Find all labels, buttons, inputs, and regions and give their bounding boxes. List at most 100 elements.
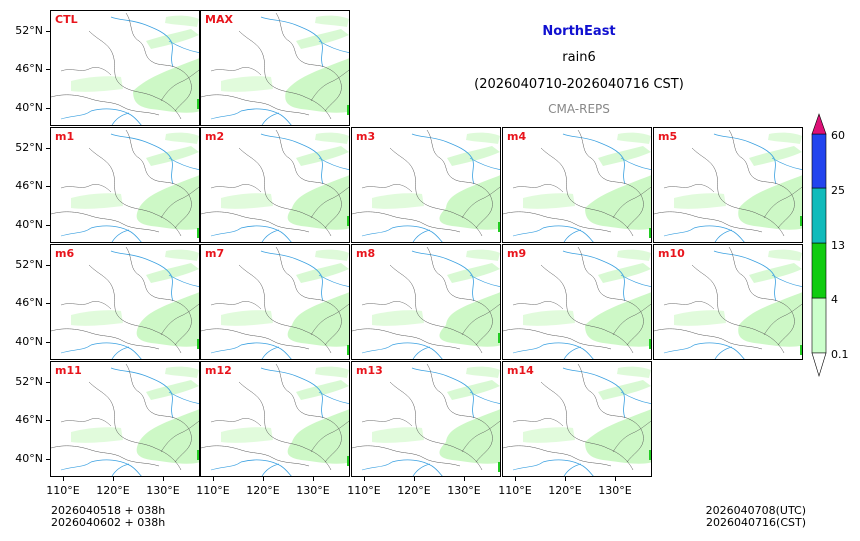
valid-time-cst: 2026040716(CST) [706, 516, 806, 529]
lon-tick [263, 477, 264, 481]
lat-tick [46, 342, 50, 343]
period-title: (2026040710-2026040716 CST) [474, 77, 684, 92]
colorbar-segment-13-25 [811, 187, 827, 244]
lon-tick-label: 130°E [146, 484, 180, 497]
lat-tick [46, 148, 50, 149]
colorbar-label-4: 4 [831, 293, 838, 306]
map-panel-m9: m9 [502, 244, 652, 360]
map-panel-m8: m8 [351, 244, 501, 360]
lat-tick-label: 46°N [15, 413, 43, 426]
lon-tick [313, 477, 314, 481]
panel-label: m10 [658, 247, 685, 260]
lon-tick [515, 477, 516, 481]
lon-tick-label: 130°E [447, 484, 481, 497]
lon-tick [364, 477, 365, 481]
colorbar-label-25: 25 [831, 184, 845, 197]
map-panel-m10: m10 [653, 244, 803, 360]
panel-label: m3 [356, 130, 376, 143]
panel-label: m14 [507, 364, 534, 377]
panel-label: m13 [356, 364, 383, 377]
panel-label: m6 [55, 247, 75, 260]
lon-tick-label: 120°E [548, 484, 582, 497]
lon-tick-label: 120°E [397, 484, 431, 497]
lon-tick-label: 110°E [498, 484, 532, 497]
lat-tick-label: 46°N [15, 62, 43, 75]
lat-tick-label: 40°N [15, 335, 43, 348]
colorbar [811, 113, 827, 378]
panel-label: m4 [507, 130, 527, 143]
lat-tick-label: 52°N [15, 258, 43, 271]
colorbar-max-triangle [811, 113, 827, 135]
lat-tick-label: 52°N [15, 141, 43, 154]
valid-time-block: 2026040708(UTC) 2026040716(CST) [694, 505, 806, 529]
init-time-block: 2026040518 + 038h 2026040602 + 038h [51, 505, 165, 529]
lon-tick-label: 120°E [246, 484, 280, 497]
colorbar-label-13: 13 [831, 239, 845, 252]
init-time-line1: 2026040518 + 038h [51, 504, 166, 517]
model-name: CMA-REPS [548, 102, 610, 116]
lon-tick-label: 110°E [196, 484, 230, 497]
lon-tick [414, 477, 415, 481]
map-panel-m2: m2 [200, 127, 350, 243]
panel-label: m8 [356, 247, 376, 260]
colorbar-segment-25-60 [811, 133, 827, 189]
lat-tick [46, 69, 50, 70]
lat-tick [46, 186, 50, 187]
map-panel-max: MAX [200, 10, 350, 126]
panel-label: m7 [205, 247, 225, 260]
panel-label: m11 [55, 364, 82, 377]
lat-tick [46, 225, 50, 226]
map-panel-m5: m5 [653, 127, 803, 243]
lon-tick [565, 477, 566, 481]
lon-tick-label: 130°E [296, 484, 330, 497]
lat-tick [46, 303, 50, 304]
panel-label: m1 [55, 130, 75, 143]
colorbar-min-triangle [811, 352, 827, 378]
lat-tick-label: 46°N [15, 296, 43, 309]
lat-tick [46, 420, 50, 421]
panel-label: MAX [205, 13, 233, 26]
lat-tick [46, 31, 50, 32]
lon-tick [163, 477, 164, 481]
panel-label: CTL [55, 13, 78, 26]
map-panel-m3: m3 [351, 127, 501, 243]
panel-label: m9 [507, 247, 527, 260]
map-panel-m14: m14 [502, 361, 652, 477]
region-title: NorthEast [542, 24, 616, 39]
lat-tick-label: 40°N [15, 452, 43, 465]
panel-label: m5 [658, 130, 678, 143]
lon-tick [615, 477, 616, 481]
lat-tick [46, 382, 50, 383]
lon-tick-label: 110°E [46, 484, 80, 497]
lat-tick [46, 265, 50, 266]
map-panel-m6: m6 [50, 244, 200, 360]
lon-tick-label: 110°E [347, 484, 381, 497]
colorbar-segment-0.1-4 [811, 297, 827, 354]
map-panel-m1: m1 [50, 127, 200, 243]
lat-tick [46, 108, 50, 109]
lon-tick [113, 477, 114, 481]
lon-tick-label: 120°E [96, 484, 130, 497]
init-time-line2: 2026040602 + 038h [51, 516, 166, 529]
lon-tick [464, 477, 465, 481]
valid-time-utc: 2026040708(UTC) [705, 504, 806, 517]
map-panel-ctl: CTL [50, 10, 200, 126]
lon-tick [213, 477, 214, 481]
panel-label: m2 [205, 130, 225, 143]
lat-tick-label: 40°N [15, 101, 43, 114]
colorbar-label-0.1: 0.1 [831, 348, 849, 361]
lat-tick-label: 46°N [15, 179, 43, 192]
lon-tick-label: 130°E [598, 484, 632, 497]
map-panel-m13: m13 [351, 361, 501, 477]
lon-tick [63, 477, 64, 481]
lat-tick-label: 52°N [15, 375, 43, 388]
map-panel-m11: m11 [50, 361, 200, 477]
map-panel-m12: m12 [200, 361, 350, 477]
colorbar-label-60: 60 [831, 129, 845, 142]
lat-tick-label: 40°N [15, 218, 43, 231]
lat-tick-label: 52°N [15, 24, 43, 37]
map-panel-m7: m7 [200, 244, 350, 360]
panel-label: m12 [205, 364, 232, 377]
colorbar-segment-4-13 [811, 242, 827, 299]
variable-title: rain6 [562, 50, 596, 65]
